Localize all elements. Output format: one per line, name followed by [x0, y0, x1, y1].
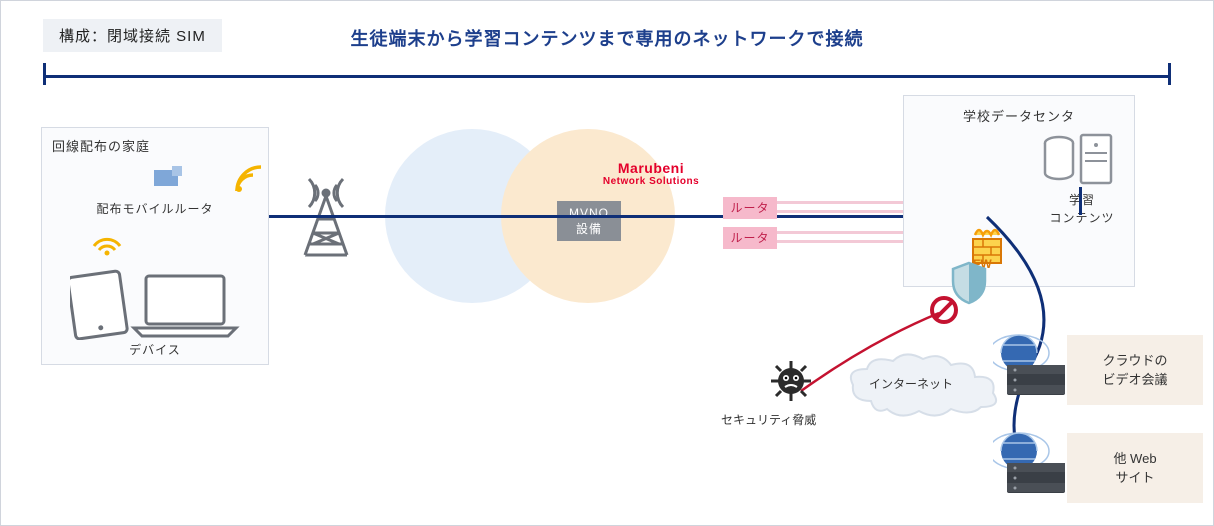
diagram-canvas: 構成：閉域接続 SIM 生徒端末から学習コンテンツまで専用のネットワークで接続 … [0, 0, 1214, 526]
cloud-service-1: クラウドの ビデオ会議 [1067, 335, 1203, 405]
cloud-service-2: 他 Web サイト [1067, 433, 1203, 503]
cloud-rack-2-icon [993, 429, 1069, 504]
internet-label: インターネット [869, 375, 953, 392]
threat-label: セキュリティ脅威 [721, 411, 816, 428]
cloud-rack-1-icon [993, 331, 1069, 406]
security-threat-icon [767, 357, 815, 410]
